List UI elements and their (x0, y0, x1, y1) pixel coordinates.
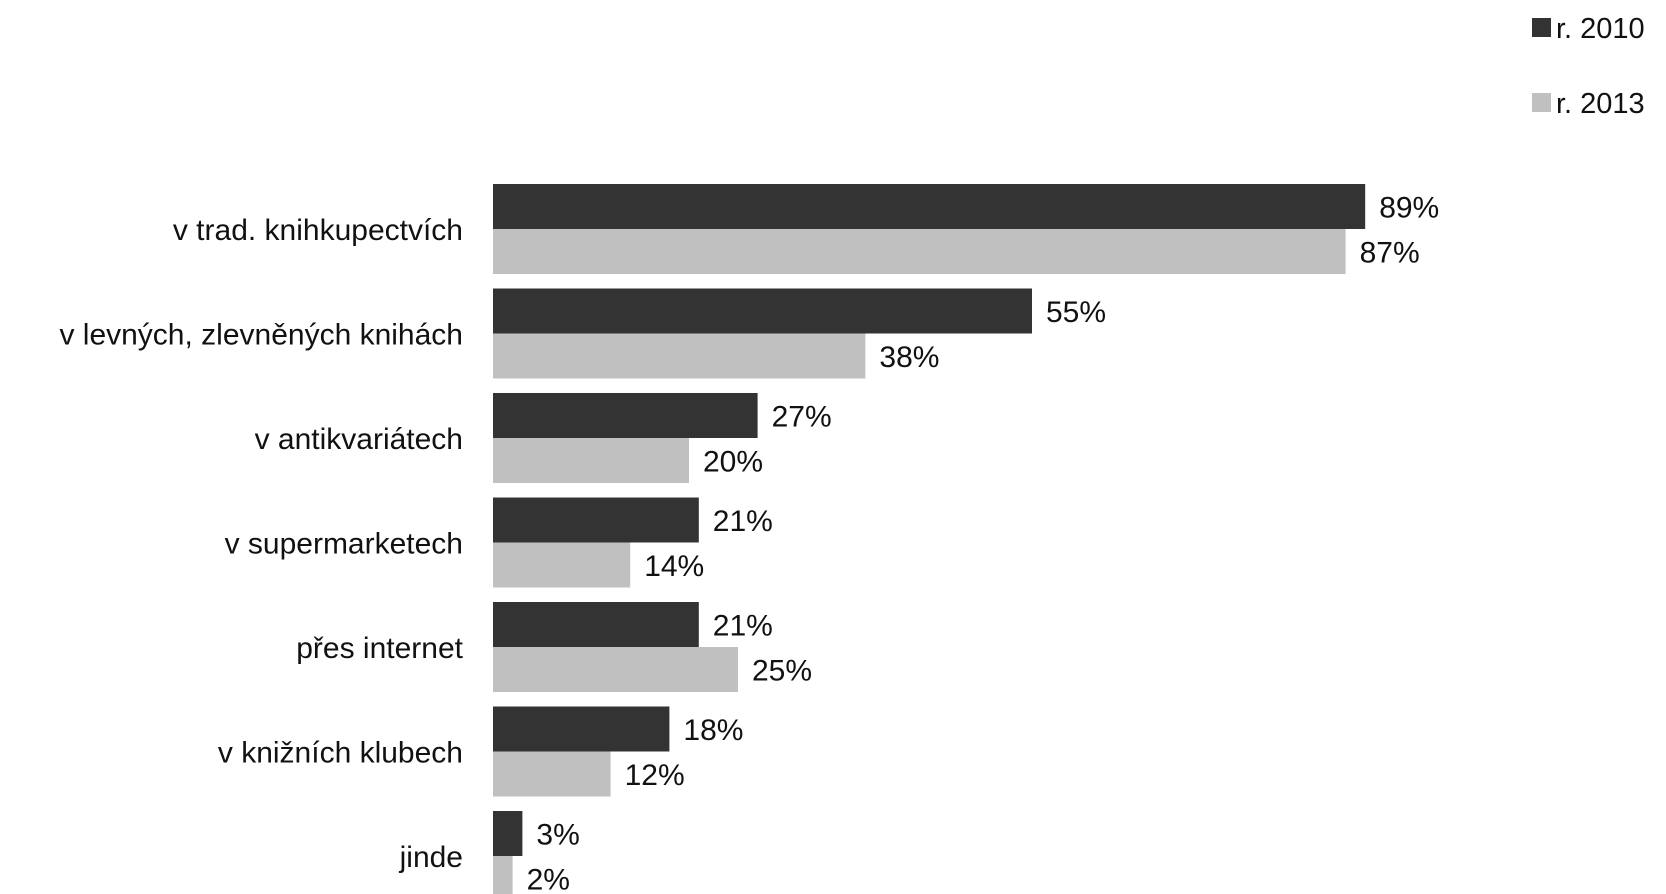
category-label: v trad. knihkupectvích (173, 214, 463, 247)
data-label: 21% (713, 505, 773, 538)
data-label: 89% (1379, 192, 1439, 225)
category-label: přes internet (296, 632, 463, 665)
bar-series-2 (493, 229, 1346, 274)
data-label: 3% (536, 819, 579, 852)
bar-series-1 (493, 497, 699, 543)
bar-series-2 (493, 333, 866, 379)
data-label: 21% (713, 610, 773, 643)
bar-series-1 (493, 288, 1032, 334)
bar-series-2 (493, 438, 689, 483)
data-label: 12% (625, 759, 685, 792)
category-label: v supermarketech (225, 528, 463, 561)
data-label: 55% (1046, 296, 1106, 329)
category-label: v levných, zlevněných knihách (59, 319, 463, 352)
chart-legend: r. 2010 r. 2013 (1532, 13, 1645, 120)
category-label: v knižních klubech (218, 737, 463, 770)
legend-label-2: r. 2013 (1556, 88, 1645, 120)
category-label: v antikvariátech (255, 423, 463, 456)
data-label: 38% (879, 341, 939, 374)
data-label: 18% (683, 714, 743, 747)
bar-series-2 (493, 751, 611, 797)
bars-group (493, 184, 1366, 894)
bar-series-1 (493, 184, 1366, 229)
category-axis-labels: v trad. knihkupectvích v levných, zlevněn… (59, 214, 463, 874)
data-label: 2% (527, 864, 570, 894)
bar-series-2 (493, 856, 513, 894)
data-label: 20% (703, 446, 763, 479)
data-label: 27% (772, 401, 832, 434)
bar-series-1 (493, 602, 699, 647)
value-labels-group: 89% 87% 55% 38% 27% 20% 21% 14% 21% 25% 18% 12% 3% 2% (527, 192, 1440, 894)
bar-series-2 (493, 542, 631, 588)
bar-series-1 (493, 811, 523, 856)
legend-swatch-2 (1532, 93, 1551, 112)
category-label: jinde (399, 841, 463, 874)
bar-series-1 (493, 706, 670, 752)
data-label: 25% (752, 655, 812, 688)
bar-series-1 (493, 393, 758, 438)
bar-series-2 (493, 647, 738, 692)
data-label: 14% (644, 550, 704, 583)
legend-swatch-1 (1532, 18, 1551, 37)
data-label: 87% (1360, 237, 1420, 270)
legend-label-1: r. 2010 (1556, 13, 1645, 45)
